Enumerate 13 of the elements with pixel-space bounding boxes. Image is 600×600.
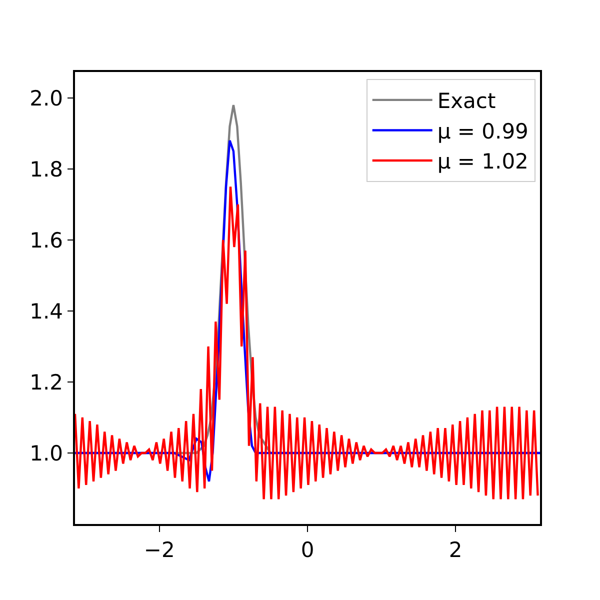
y-tick-label: 1.4 bbox=[30, 299, 64, 324]
x-tick-label: 0 bbox=[300, 538, 314, 562]
y-tick-label: 2.0 bbox=[30, 86, 64, 110]
legend-label: μ = 1.02 bbox=[437, 150, 528, 174]
line-series bbox=[75, 186, 539, 500]
y-tick-label: 1.8 bbox=[30, 157, 64, 182]
y-tick-label: 1.6 bbox=[30, 228, 64, 252]
legend-label: μ = 0.99 bbox=[437, 119, 528, 144]
y-tick-label: 1.2 bbox=[30, 370, 64, 394]
x-tick-label: −2 bbox=[144, 538, 175, 562]
legend-label: Exact bbox=[437, 89, 496, 114]
y-tick-label: 1.0 bbox=[30, 441, 64, 466]
x-tick-label: 2 bbox=[448, 538, 462, 562]
